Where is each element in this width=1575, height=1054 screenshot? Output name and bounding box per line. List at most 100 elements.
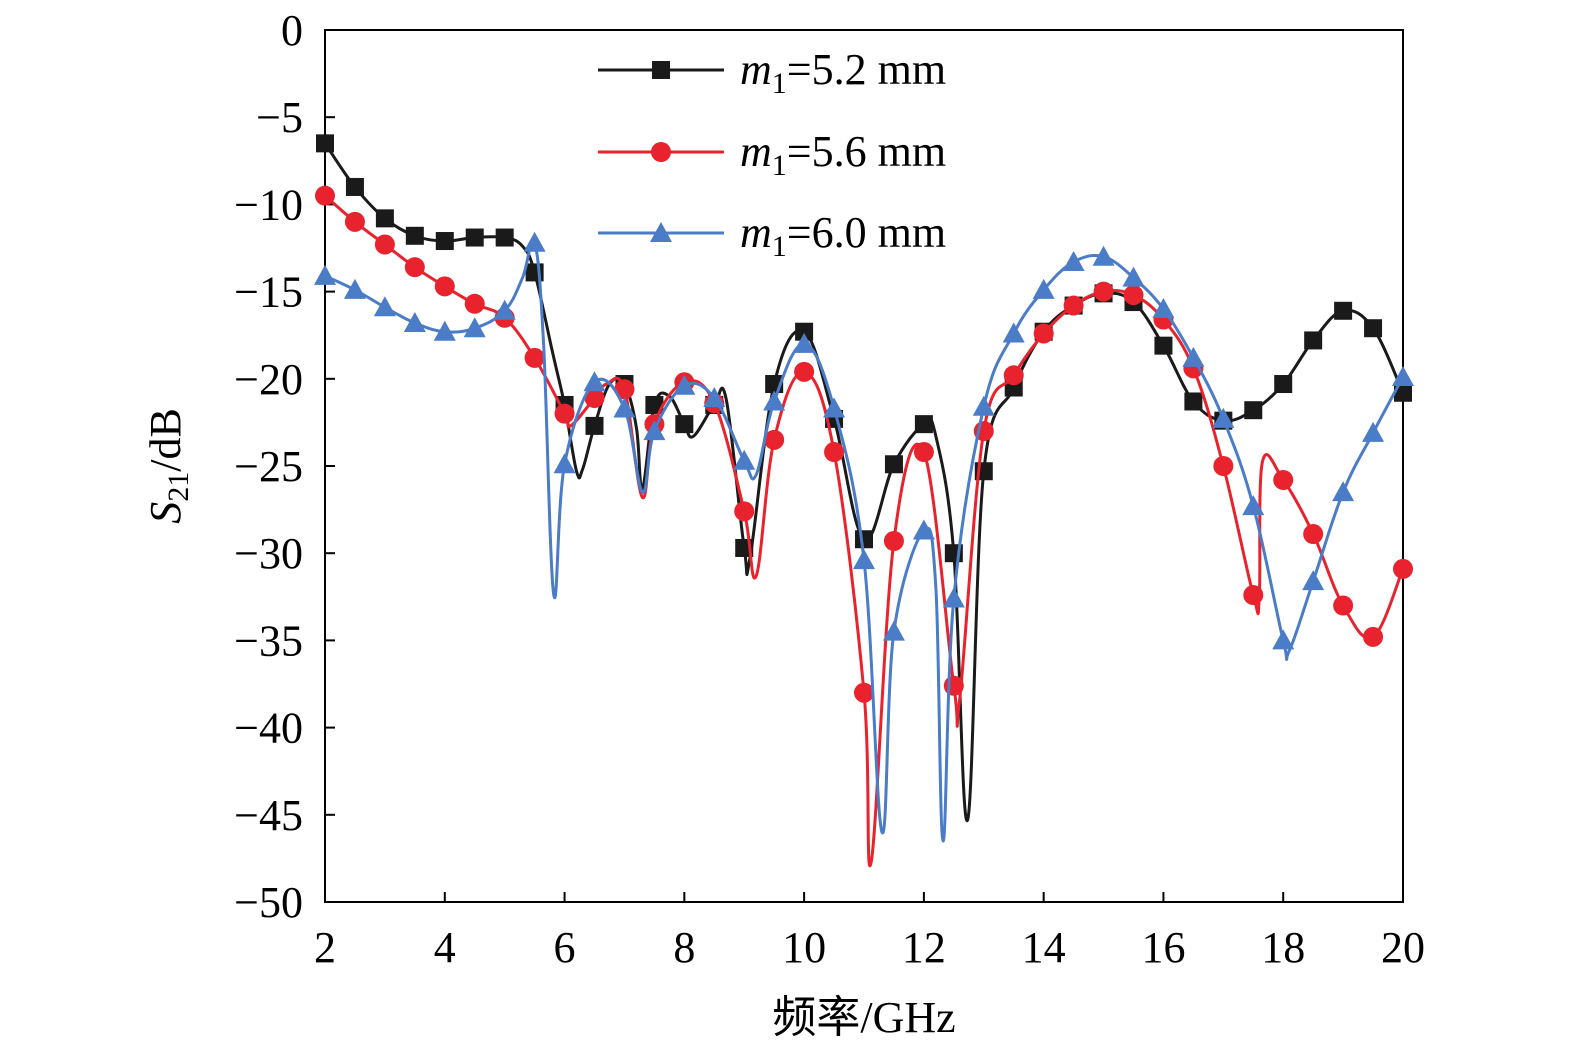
data-point [854,682,874,703]
y-tick-label: 0 [281,6,303,55]
data-point [1303,524,1324,545]
data-point [942,587,965,608]
data-point [523,231,546,252]
data-point [1243,585,1264,606]
data-point [1122,266,1145,287]
y-axis-label-main: S [141,502,190,524]
y-tick-label: −25 [234,442,303,491]
series-line [324,194,1405,867]
data-point [553,453,576,474]
data-point [763,390,786,411]
data-point [585,416,604,435]
data-point [435,232,454,251]
data-point [1364,319,1383,338]
data-point [972,395,995,416]
data-point [1032,278,1055,299]
legend-label: m1=6.0 mm [740,208,946,263]
data-point [882,620,905,641]
legend-label: m1=5.6 mm [740,127,946,182]
data-point [793,332,816,353]
x-axis-label: 频率/GHz [772,993,955,1042]
legend-item: m1=5.6 mm [598,127,946,182]
x-axis: 2 4 6 8 10 12 14 16 18 20 [314,892,1425,972]
y-axis-label-sub: 21 [162,472,195,502]
series-layer [314,134,1414,867]
data-point [433,320,456,341]
data-point [703,386,726,407]
data-point [464,293,485,314]
data-point [434,276,455,297]
x-tick-label: 10 [782,923,826,972]
data-point [1244,401,1263,420]
data-point [643,420,666,441]
data-point [613,397,636,418]
y-tick-label: −15 [234,268,303,317]
data-point [1333,595,1354,616]
data-point [1242,495,1265,516]
data-point [733,449,756,470]
x-tick-label: 4 [434,923,456,972]
data-point [883,530,904,551]
data-point [1332,481,1355,502]
y-tick-label: −20 [234,355,303,404]
x-tick-label: 16 [1141,923,1185,972]
data-point [824,442,845,463]
y-axis: 0 −5 −10 −15 −20 −25 −30 −35 −40 −45 −50 [234,6,335,927]
series-2 [315,185,1413,867]
data-point [463,317,486,338]
x-tick-label: 20 [1381,923,1425,972]
data-point [1212,407,1235,428]
data-point [524,347,545,368]
data-point [823,397,846,418]
data-point [403,311,426,332]
data-point [1033,323,1054,344]
legend-item: m1=5.2 mm [598,45,946,100]
data-point [1334,301,1353,320]
data-point [943,675,964,696]
data-point [493,299,516,320]
legend-label: m1=5.2 mm [740,45,946,100]
x-tick-label: 18 [1261,923,1305,972]
data-point [404,257,425,278]
data-point [314,264,336,285]
data-point [1154,336,1173,355]
data-point [1123,285,1144,306]
y-axis-label: S21/dB [141,408,195,524]
y-tick-label: −35 [234,616,303,665]
data-point [614,379,635,400]
series-3 [314,231,1414,843]
data-point [375,209,394,228]
y-tick-label: −5 [256,93,303,142]
data-point [1362,421,1385,442]
data-point [913,442,934,463]
data-point [884,455,903,474]
x-tick-label: 12 [902,923,946,972]
data-point [315,185,335,206]
x-tick-label: 2 [314,923,336,972]
data-point [734,501,755,522]
data-point [914,415,933,434]
data-point [1363,626,1384,647]
data-point [764,429,785,450]
y-tick-label: −30 [234,529,303,578]
data-point [853,549,875,570]
data-point [1304,331,1323,350]
data-point [345,177,364,196]
data-point [1063,295,1084,316]
data-point [795,322,814,341]
x-tick-label: 6 [554,923,576,972]
data-point [316,134,334,153]
data-point [673,374,696,395]
data-point [495,228,514,247]
data-point [1393,558,1413,579]
data-point [1092,245,1115,266]
data-point [405,226,424,245]
data-point [584,387,605,408]
data-point [554,403,575,424]
y-tick-label: −40 [234,704,303,753]
data-point [645,395,664,414]
data-point [1152,298,1175,319]
data-point [1273,469,1294,490]
data-point [465,228,484,247]
